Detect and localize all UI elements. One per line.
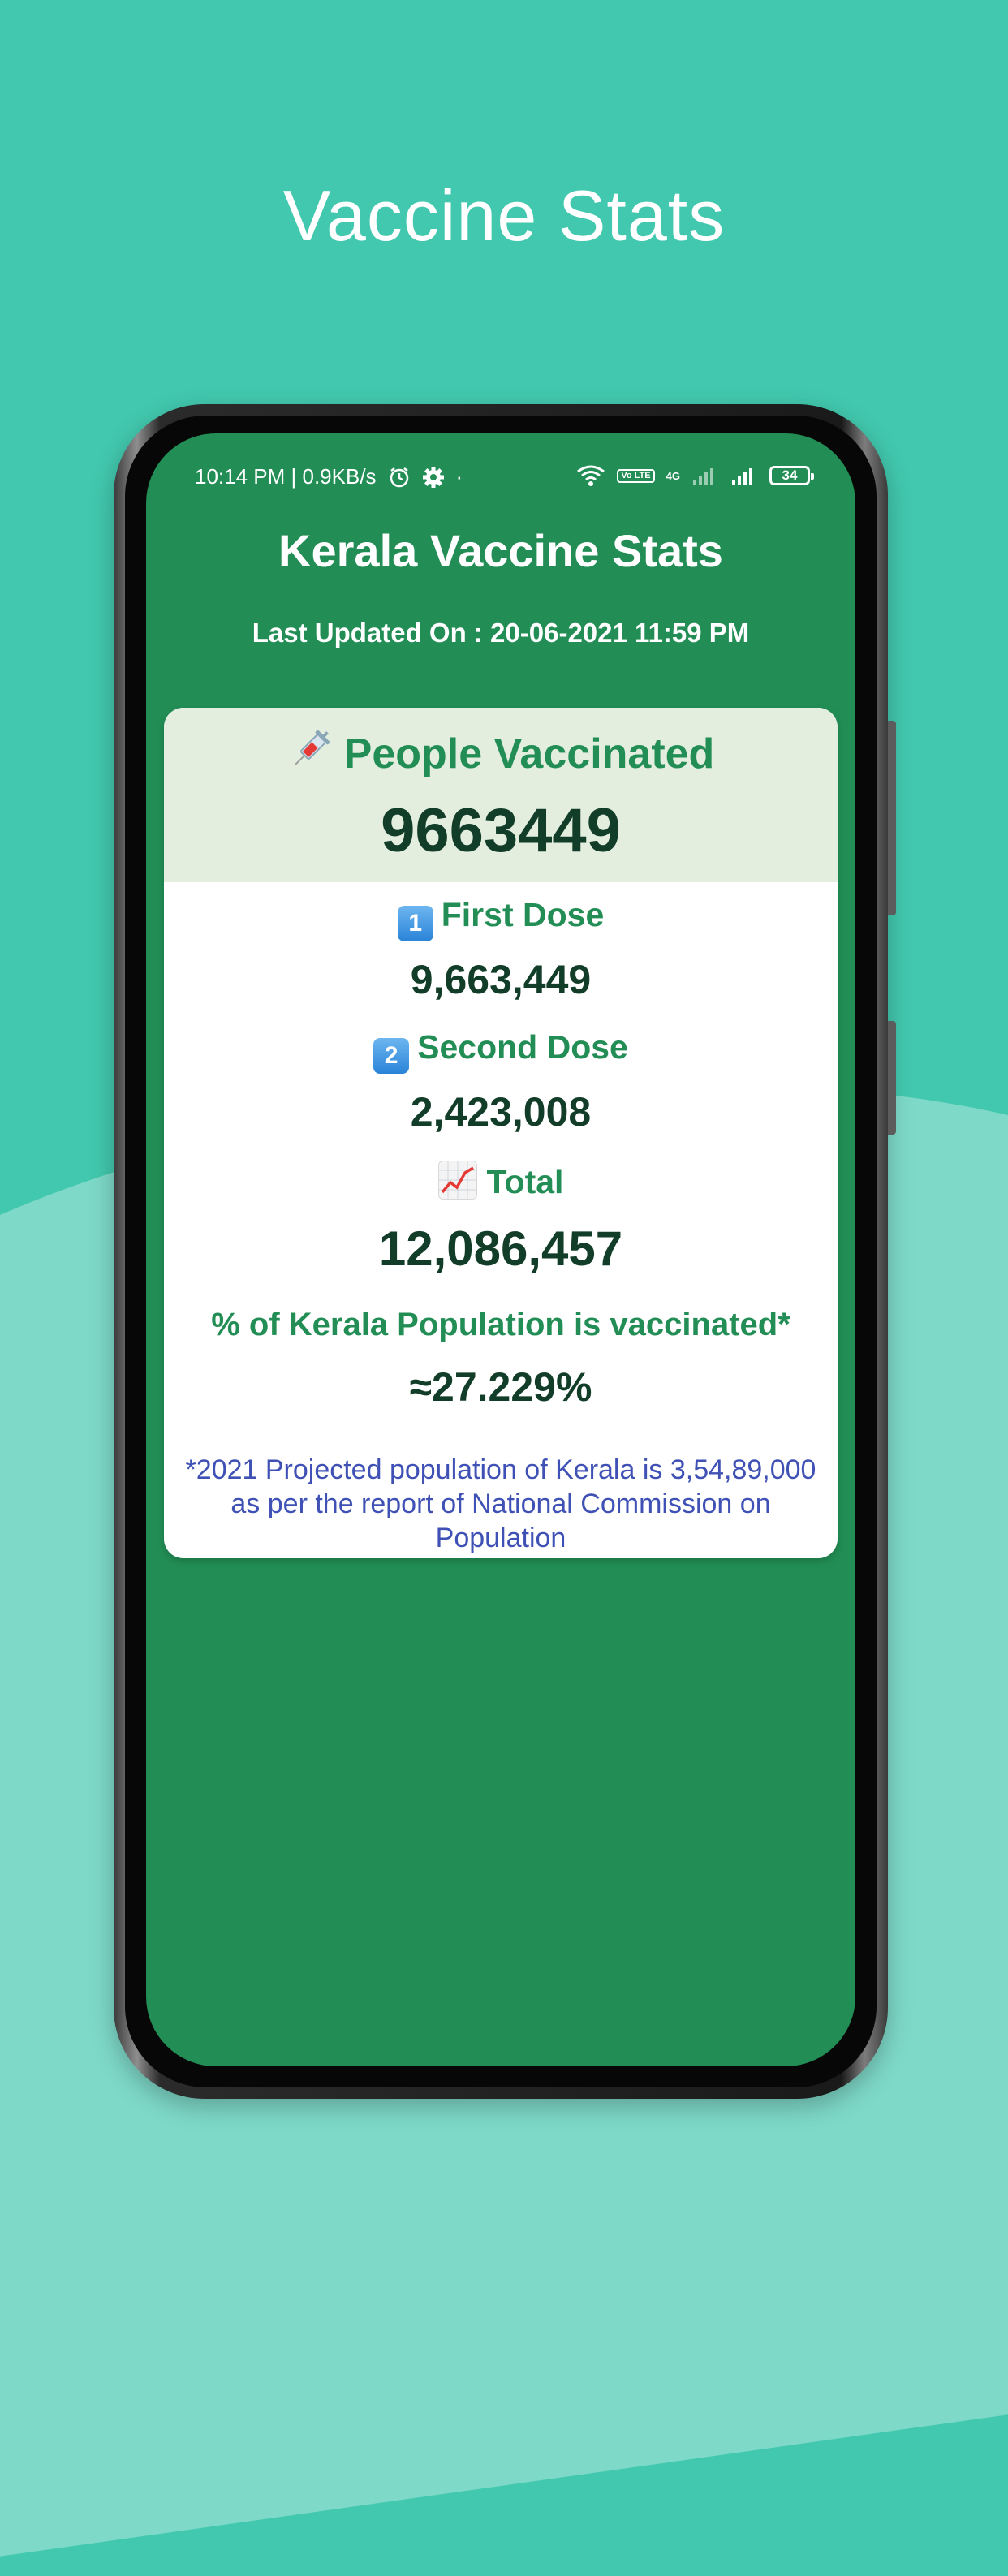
status-time: 10:14 PM | 0.9KB/s — [195, 464, 377, 489]
stats-card: People Vaccinated 9663449 1 First Dose 9,… — [164, 708, 838, 1558]
percent-label: % of Kerala Population is vaccinated* — [211, 1307, 790, 1342]
second-dose-text: Second Dose — [417, 1028, 628, 1066]
phone-bezel: 10:14 PM | 0.9KB/s · Vo LTE 4G — [125, 416, 877, 2087]
people-vaccinated-label: People Vaccinated — [164, 726, 838, 778]
people-vaccinated-value: 9663449 — [381, 796, 621, 865]
battery-icon: 34 — [769, 466, 814, 485]
status-bar: 10:14 PM | 0.9KB/s · Vo LTE 4G — [146, 464, 855, 497]
phone-power-button — [888, 1021, 896, 1135]
status-dot: · — [455, 464, 463, 489]
total-label: Total — [164, 1161, 838, 1201]
second-dose-label: 2 Second Dose — [164, 1028, 838, 1074]
syringe-icon — [287, 726, 334, 773]
promo-headline: Vaccine Stats — [282, 175, 726, 256]
total-value: 12,086,457 — [378, 1221, 623, 1276]
first-dose-text: First Dose — [441, 896, 605, 933]
signal-icon-2 — [730, 465, 758, 486]
first-dose-label: 1 First Dose — [164, 896, 838, 941]
wifi-icon — [576, 464, 605, 487]
phone-side-button — [888, 721, 896, 915]
last-updated: Last Updated On : 20-06-2021 11:59 PM — [252, 618, 750, 648]
app-title: Kerala Vaccine Stats — [278, 525, 723, 576]
chart-increasing-icon — [437, 1161, 477, 1200]
people-vaccinated-text: People Vaccinated — [343, 730, 715, 778]
phone-screen: 10:14 PM | 0.9KB/s · Vo LTE 4G — [146, 433, 855, 2066]
signal-icon — [691, 465, 719, 486]
people-vaccinated-header: People Vaccinated 9663449 — [164, 708, 838, 882]
population-footnote: *2021 Projected population of Kerala is … — [185, 1454, 816, 1553]
network-type: 4G — [666, 469, 680, 482]
gear-icon — [422, 466, 445, 489]
first-dose-value: 9,663,449 — [410, 957, 592, 1002]
alarm-icon — [388, 466, 411, 489]
phone-mockup: 10:14 PM | 0.9KB/s · Vo LTE 4G — [114, 404, 896, 2099]
second-dose-value: 2,423,008 — [410, 1089, 592, 1135]
keycap-two-icon: 2 — [373, 1038, 410, 1074]
total-text: Total — [486, 1163, 564, 1200]
percent-value: ≈27.229% — [409, 1364, 592, 1410]
volte-badge: Vo LTE — [617, 468, 655, 483]
keycap-one-icon: 1 — [397, 906, 433, 941]
